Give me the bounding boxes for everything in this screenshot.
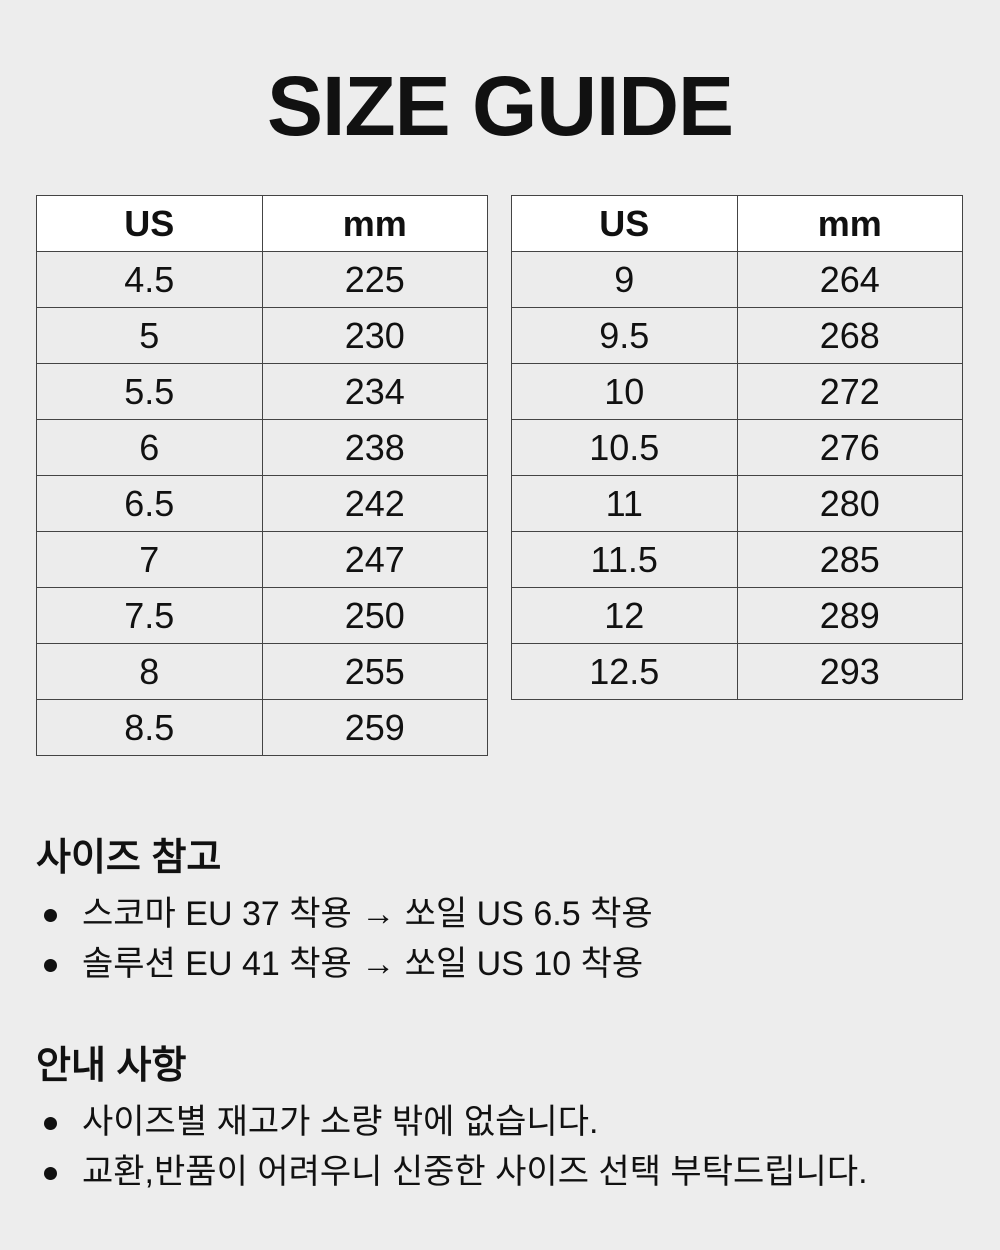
mm-cell: 293 bbox=[736, 643, 963, 700]
list-item: 사이즈별 재고가 소량 밖에 없습니다. bbox=[36, 1097, 868, 1147]
table-row: 11 280 bbox=[511, 475, 963, 532]
section-heading: 안내 사항 bbox=[36, 1045, 187, 1087]
us-cell: 9.5 bbox=[511, 307, 738, 364]
us-cell: 10.5 bbox=[511, 419, 738, 476]
column-header: US bbox=[36, 195, 263, 252]
table-row: 10.5 276 bbox=[511, 419, 963, 476]
table-row: 5 230 bbox=[36, 307, 488, 364]
table-row: 10 272 bbox=[511, 363, 963, 420]
list-item: 솔루션 EU 41 착용 → 쏘일 US 10 착용 bbox=[36, 939, 653, 989]
table-row: 7.5 250 bbox=[36, 587, 488, 644]
list-item: 스코마 EU 37 착용 → 쏘일 US 6.5 착용 bbox=[36, 889, 653, 939]
column-header: mm bbox=[736, 195, 963, 252]
mm-cell: 247 bbox=[261, 531, 488, 588]
us-cell: 10 bbox=[511, 363, 738, 420]
table-row: 12 289 bbox=[511, 587, 963, 644]
us-cell: 8.5 bbox=[36, 699, 263, 756]
header-row: US mm bbox=[511, 195, 963, 252]
mm-cell: 280 bbox=[736, 475, 963, 532]
header-row: US mm bbox=[36, 195, 488, 252]
size-table-right: US mm 9 264 9.5 268 10 272 10.5 276 11 280 11.5 285 12… bbox=[511, 195, 963, 700]
us-cell: 11 bbox=[511, 475, 738, 532]
mm-cell: 234 bbox=[261, 363, 488, 420]
us-cell: 5 bbox=[36, 307, 263, 364]
mm-cell: 242 bbox=[261, 475, 488, 532]
mm-cell: 230 bbox=[261, 307, 488, 364]
column-header: mm bbox=[261, 195, 488, 252]
table-row: 8.5 259 bbox=[36, 699, 488, 756]
us-cell: 12.5 bbox=[511, 643, 738, 700]
mm-cell: 250 bbox=[261, 587, 488, 644]
table-row: 6 238 bbox=[36, 419, 488, 476]
mm-cell: 259 bbox=[261, 699, 488, 756]
us-cell: 7 bbox=[36, 531, 263, 588]
page-title: SIZE GUIDE bbox=[266, 59, 734, 153]
mm-cell: 289 bbox=[736, 587, 963, 644]
us-cell: 4.5 bbox=[36, 251, 263, 308]
mm-cell: 255 bbox=[261, 643, 488, 700]
us-cell: 6.5 bbox=[36, 475, 263, 532]
us-cell: 12 bbox=[511, 587, 738, 644]
table-row: 5.5 234 bbox=[36, 363, 488, 420]
table-row: 11.5 285 bbox=[511, 531, 963, 588]
table-row: 8 255 bbox=[36, 643, 488, 700]
list-item: 교환,반품이 어려우니 신중한 사이즈 선택 부탁드립니다. bbox=[36, 1147, 868, 1197]
us-cell: 7.5 bbox=[36, 587, 263, 644]
size-reference-section: 사이즈 참고 스코마 EU 37 착용 → 쏘일 US 6.5 착용 솔루션 E… bbox=[36, 826, 653, 989]
mm-cell: 268 bbox=[736, 307, 963, 364]
mm-cell: 238 bbox=[261, 419, 488, 476]
section-heading: 사이즈 참고 bbox=[36, 837, 222, 879]
mm-cell: 264 bbox=[736, 251, 963, 308]
us-cell: 11.5 bbox=[511, 531, 738, 588]
table-row: 12.5 293 bbox=[511, 643, 963, 700]
mm-cell: 272 bbox=[736, 363, 963, 420]
us-cell: 9 bbox=[511, 251, 738, 308]
us-cell: 8 bbox=[36, 643, 263, 700]
mm-cell: 276 bbox=[736, 419, 963, 476]
mm-cell: 285 bbox=[736, 531, 963, 588]
table-row: 6.5 242 bbox=[36, 475, 488, 532]
table-row: 9.5 268 bbox=[511, 307, 963, 364]
size-table-left: US mm 4.5 225 5 230 5.5 234 6 238 6.5 242 7 247 7.5 250… bbox=[36, 195, 488, 756]
table-row: 7 247 bbox=[36, 531, 488, 588]
notice-section: 안내 사항 사이즈별 재고가 소량 밖에 없습니다. 교환,반품이 어려우니 신… bbox=[36, 1034, 868, 1197]
mm-cell: 225 bbox=[261, 251, 488, 308]
table-row: 4.5 225 bbox=[36, 251, 488, 308]
table-row: 9 264 bbox=[511, 251, 963, 308]
column-header: US bbox=[511, 195, 738, 252]
us-cell: 6 bbox=[36, 419, 263, 476]
us-cell: 5.5 bbox=[36, 363, 263, 420]
